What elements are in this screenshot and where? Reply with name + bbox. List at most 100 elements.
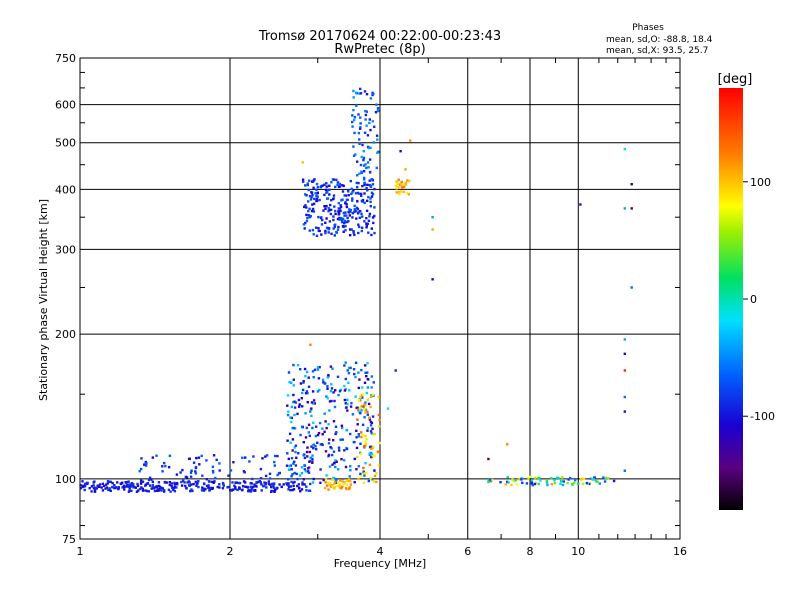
data-point: [353, 233, 356, 237]
data-point: [165, 481, 168, 484]
data-point: [334, 425, 338, 428]
data-point: [229, 469, 233, 472]
data-point: [92, 487, 96, 490]
data-point: [301, 481, 304, 484]
data-point: [90, 490, 93, 493]
data-point: [364, 411, 367, 414]
data-point: [151, 456, 154, 459]
data-point: [272, 482, 276, 486]
data-point: [406, 179, 409, 182]
data-point: [211, 480, 214, 484]
data-point: [360, 155, 363, 159]
data-point: [145, 489, 149, 493]
data-point: [371, 183, 375, 186]
data-point: [148, 484, 152, 487]
data-point: [312, 421, 315, 424]
x-axis-ticks: 1 2 4 6 8 10 16: [77, 58, 687, 558]
data-point: [356, 191, 359, 195]
data-point: [269, 483, 272, 486]
data-point: [238, 481, 242, 485]
data-point: [276, 454, 279, 458]
data-point: [623, 369, 626, 372]
data-point: [264, 483, 267, 486]
data-point: [292, 400, 295, 404]
data-point: [349, 366, 352, 370]
data-point: [98, 485, 101, 488]
data-point: [301, 405, 304, 408]
data-point: [259, 481, 262, 484]
data-point: [352, 231, 355, 234]
data-point: [369, 405, 372, 409]
data-point: [353, 204, 356, 208]
data-point: [163, 461, 166, 465]
data-point: [335, 178, 338, 181]
data-point: [122, 484, 126, 487]
data-point: [270, 482, 274, 486]
data-point: [127, 485, 131, 488]
data-point: [233, 484, 236, 487]
data-point: [363, 201, 366, 204]
data-point: [143, 463, 146, 466]
data-point: [252, 485, 255, 489]
data-point: [298, 403, 301, 406]
data-point: [338, 486, 342, 489]
data-point: [160, 489, 163, 492]
data-point: [329, 446, 332, 449]
data-point: [366, 378, 369, 381]
data-point: [92, 484, 95, 487]
data-point: [344, 211, 347, 214]
data-point: [363, 176, 366, 180]
data-point: [321, 433, 324, 436]
data-point: [357, 399, 360, 402]
data-point: [360, 405, 363, 408]
data-point: [274, 454, 277, 458]
data-point: [302, 454, 305, 457]
data-point: [306, 391, 309, 395]
data-point: [364, 364, 367, 367]
data-point: [353, 441, 356, 444]
data-point: [362, 156, 366, 160]
data-point: [329, 203, 332, 207]
data-point: [341, 485, 344, 488]
data-point: [365, 226, 368, 229]
data-point: [290, 416, 293, 420]
data-point: [365, 471, 368, 474]
data-point: [395, 187, 398, 190]
data-point: [358, 92, 361, 95]
data-point: [151, 480, 154, 483]
data-point: [308, 460, 311, 463]
data-point: [342, 184, 345, 188]
data-point: [343, 222, 346, 225]
data-point: [348, 214, 351, 217]
data-point: [406, 191, 409, 195]
data-point: [370, 452, 374, 455]
data-point: [293, 480, 296, 484]
data-point: [327, 481, 330, 484]
data-point: [79, 487, 83, 490]
data-point: [333, 225, 336, 229]
data-point: [222, 483, 225, 486]
data-point: [130, 482, 134, 485]
data-point: [259, 477, 263, 480]
data-point: [355, 104, 358, 107]
data-point: [314, 445, 317, 448]
data-point: [163, 489, 166, 492]
data-point: [327, 442, 331, 445]
data-point: [326, 197, 330, 200]
data-point: [365, 93, 369, 96]
data-point: [356, 185, 359, 189]
data-point: [623, 207, 626, 210]
data-point: [353, 118, 356, 122]
data-point: [293, 460, 296, 463]
data-point: [361, 423, 365, 426]
data-point: [180, 484, 184, 487]
y-tick-label: 750: [55, 52, 76, 65]
data-point: [320, 216, 323, 219]
data-point: [272, 485, 275, 488]
data-point: [506, 476, 509, 479]
data-point: [362, 170, 366, 173]
x-tick-label: 6: [464, 545, 471, 558]
data-point: [571, 483, 574, 486]
data-point: [291, 473, 294, 476]
data-point: [147, 490, 150, 493]
